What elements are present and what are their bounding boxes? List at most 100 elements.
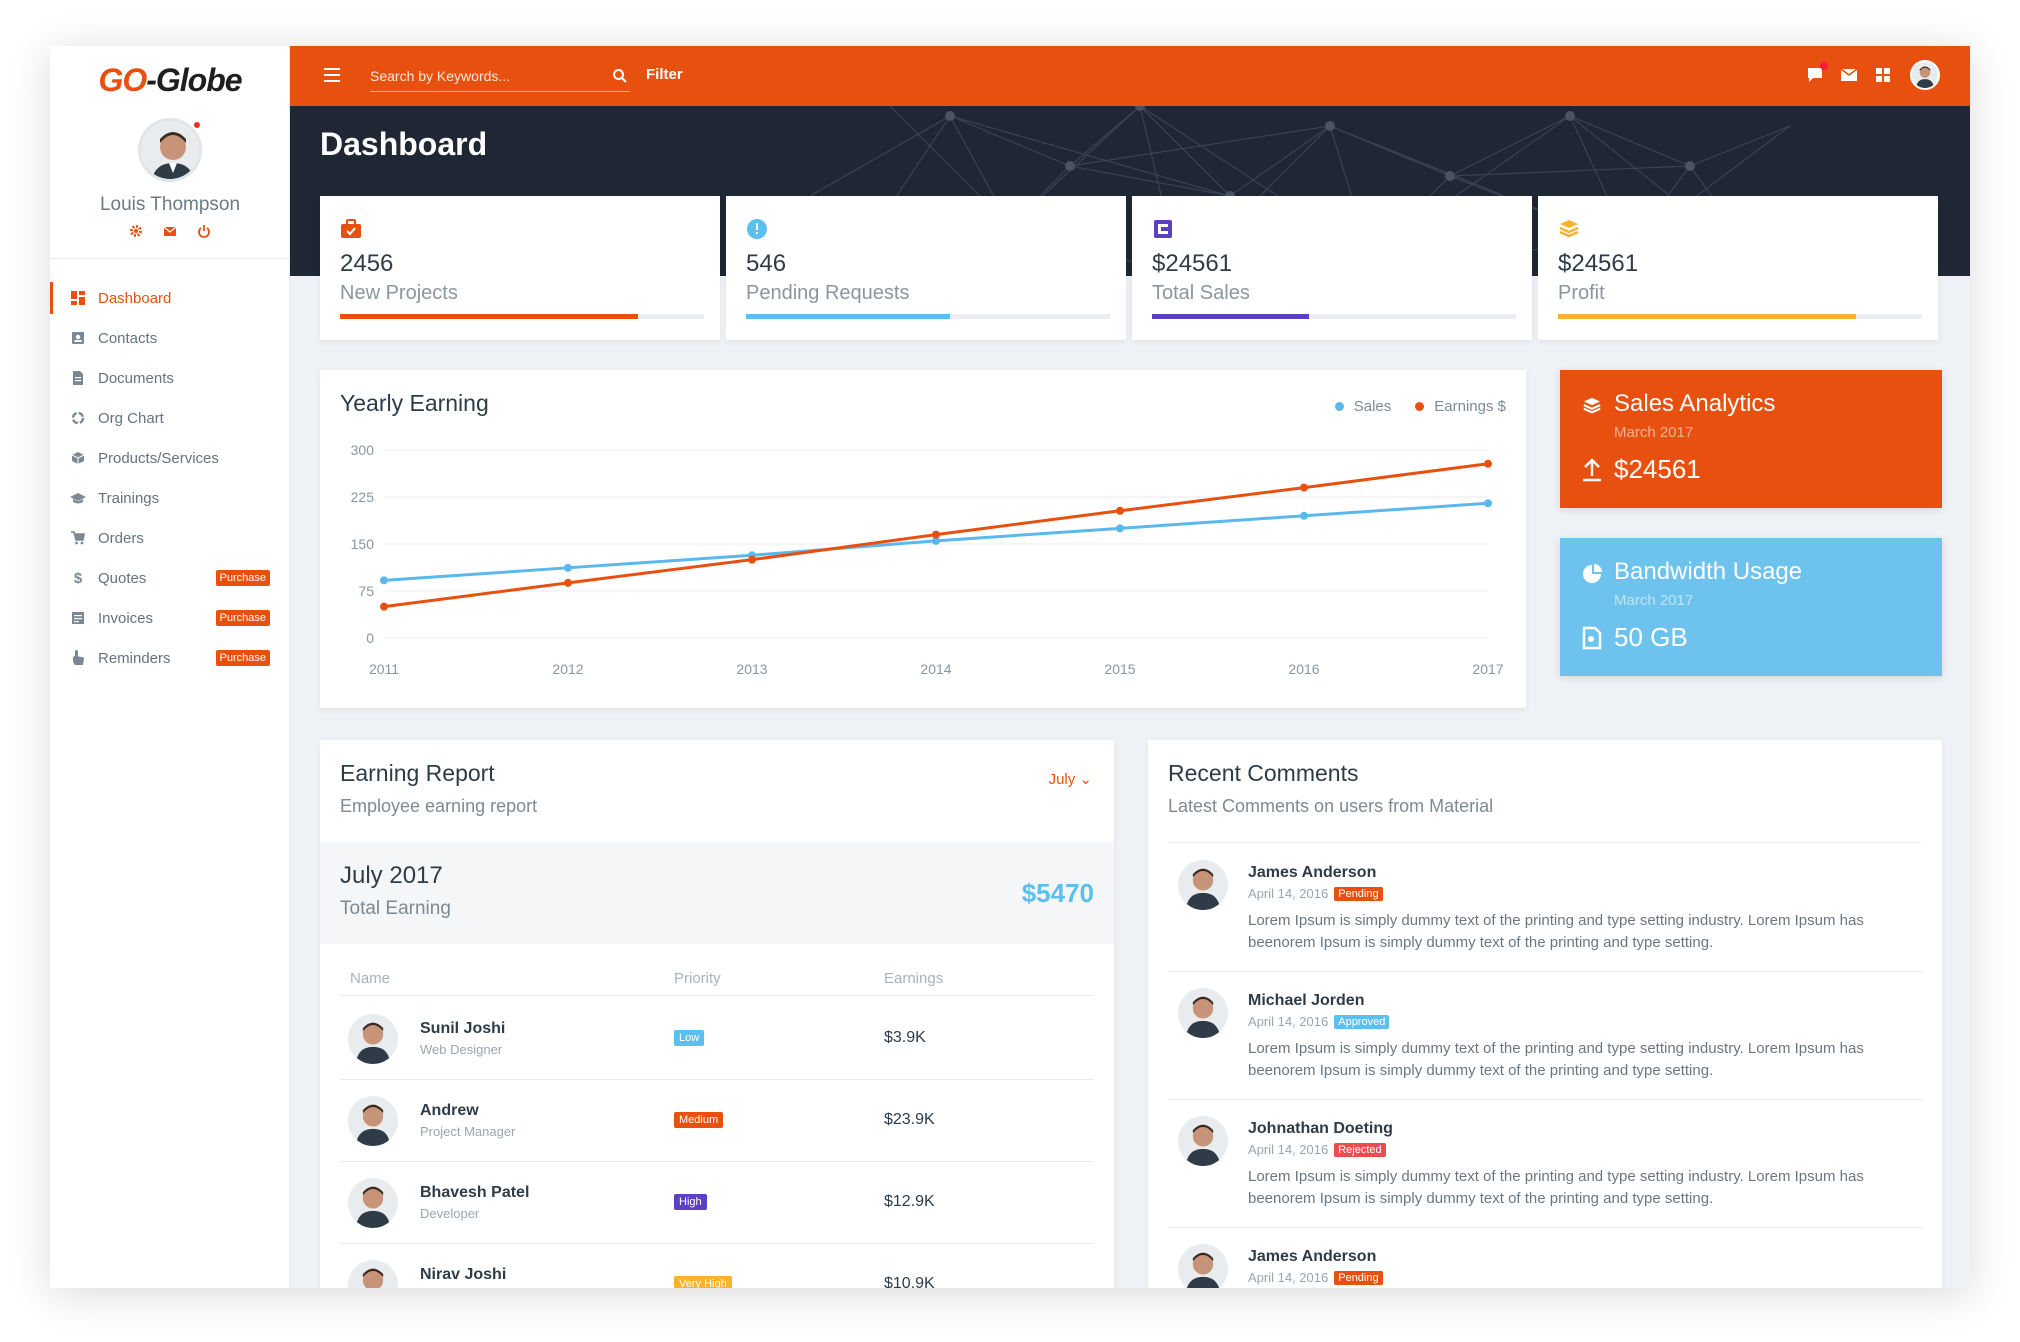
legend-swatch <box>1415 402 1425 411</box>
filter-button[interactable]: Filter <box>646 66 683 83</box>
graduation-cap-icon <box>70 490 86 506</box>
comment-meta: April 14, 2016 Rejected <box>1248 1142 1386 1157</box>
status-badge: Pending <box>1334 886 1383 901</box>
card-title: Recent Comments <box>1168 760 1359 786</box>
data-point <box>1300 483 1308 492</box>
y-tick-label: 150 <box>351 536 375 552</box>
sales-analytics-widget[interactable]: Sales Analytics March 2017 $24561 <box>1560 370 1942 508</box>
hamburger-menu-icon[interactable] <box>324 68 340 82</box>
sidebar-item-quotes[interactable]: $ Quotes Purchase <box>50 558 290 598</box>
legend-item-sales[interactable]: Sales <box>1334 398 1392 415</box>
month-select[interactable]: July ⌄ <box>1049 770 1092 788</box>
sidebar-item-label: Trainings <box>98 489 160 507</box>
yearly-earning-card: Yearly Earning Sales Earnings $ 0 75 150 22… <box>320 370 1526 708</box>
employee-name: Andrew <box>420 1102 479 1119</box>
sidebar-item-dashboard[interactable]: Dashboard <box>50 278 290 318</box>
sidebar-item-label: Dashboard <box>98 289 172 307</box>
stat-card-total-sales[interactable]: $24561 Total Sales <box>1132 196 1532 340</box>
comment-item[interactable]: Johnathan Doeting April 14, 2016 Rejected… <box>1168 1100 1922 1228</box>
legend-swatch <box>1334 402 1344 411</box>
comment-meta: April 14, 2016 Approved <box>1248 1014 1390 1029</box>
sidebar-item-label: Quotes <box>98 569 147 587</box>
stat-progress-fill <box>1558 314 1857 319</box>
document-icon <box>70 370 86 386</box>
employee-role: Project Manager <box>420 1124 516 1139</box>
employee-role: Developer <box>420 1206 480 1221</box>
power-icon[interactable] <box>197 224 211 238</box>
sidebar-item-org-chart[interactable]: Org Chart <box>50 398 290 438</box>
widget-value: 50 GB <box>1614 622 1688 652</box>
table-row[interactable]: Sunil Joshi Web Designer Low $3.9K <box>340 998 1094 1080</box>
sidebar-item-label: Reminders <box>98 649 171 667</box>
column-header-priority[interactable]: Priority <box>674 970 721 987</box>
avatar <box>348 1096 398 1146</box>
priority-badge: Very High <box>674 1276 732 1288</box>
comment-item[interactable]: Michael Jorden April 14, 2016 Approved Lo… <box>1168 972 1922 1100</box>
stat-card-profit[interactable]: $24561 Profit <box>1538 196 1938 340</box>
sidebar-item-reminders[interactable]: Reminders Purchase <box>50 638 290 678</box>
comment-text: Lorem Ipsum is simply dummy text of the … <box>1248 912 1864 951</box>
search-input[interactable] <box>370 62 600 90</box>
sidebar-nav: Dashboard Contacts Documents Org Chart P… <box>50 278 290 678</box>
sidebar-item-documents[interactable]: Documents <box>50 358 290 398</box>
stat-card-new-projects[interactable]: 2456 New Projects <box>320 196 720 340</box>
sidebar-item-trainings[interactable]: Trainings <box>50 478 290 518</box>
dashboard-icon <box>70 290 86 306</box>
user-avatar[interactable] <box>138 118 202 182</box>
purchase-badge[interactable]: Purchase <box>215 570 270 586</box>
bandwidth-usage-widget[interactable]: Bandwidth Usage March 2017 50 GB <box>1560 538 1942 676</box>
status-badge: Rejected <box>1334 1142 1386 1157</box>
data-point <box>1116 506 1124 515</box>
mail-icon[interactable] <box>1840 66 1858 84</box>
settings-gear-icon[interactable] <box>129 224 143 238</box>
comment-item[interactable]: James Anderson April 14, 2016 Pending <box>1168 1228 1922 1288</box>
invoice-icon <box>70 610 86 626</box>
comment-date: April 14, 2016 <box>1248 1014 1329 1029</box>
search-icon[interactable] <box>612 68 628 84</box>
comment-author: James Anderson <box>1248 1248 1377 1265</box>
pie-chart-icon <box>1582 564 1602 584</box>
mail-icon[interactable] <box>163 224 177 238</box>
x-tick-label: 2013 <box>736 661 767 677</box>
app-window: GO-Globe Louis Thompson Dashboard Contac… <box>50 46 1970 1288</box>
sidebar-item-products-services[interactable]: Products/Services <box>50 438 290 478</box>
sidebar-item-orders[interactable]: Orders <box>50 518 290 558</box>
legend-label: Sales <box>1353 398 1392 415</box>
comment-meta: April 14, 2016 Pending <box>1248 886 1383 901</box>
data-point <box>380 602 388 611</box>
user-name: Louis Thompson <box>99 194 241 215</box>
comment-author: James Anderson <box>1248 864 1377 881</box>
stat-value: $24561 <box>1152 250 1233 277</box>
column-header-earnings[interactable]: Earnings <box>884 970 944 987</box>
flag-icon[interactable] <box>1806 62 1828 84</box>
topbar-avatar[interactable] <box>1910 60 1940 90</box>
sidebar-item-invoices[interactable]: Invoices Purchase <box>50 598 290 638</box>
purchase-badge[interactable]: Purchase <box>215 610 270 626</box>
sidebar-item-contacts[interactable]: Contacts <box>50 318 290 358</box>
sidebar: GO-Globe Louis Thompson Dashboard Contac… <box>50 46 290 1288</box>
table-row[interactable]: Andrew Project Manager Medium $23.9K <box>340 1080 1094 1162</box>
purchase-badge[interactable]: Purchase <box>215 650 270 666</box>
data-point <box>564 578 572 587</box>
apps-grid-icon[interactable] <box>1874 66 1892 84</box>
y-tick-label: 225 <box>351 489 375 505</box>
x-tick-label: 2011 <box>369 661 399 677</box>
brand-logo[interactable]: GO-Globe <box>98 62 242 98</box>
chart-legend: Sales Earnings $ <box>1311 398 1506 415</box>
sidebar-item-label: Contacts <box>98 329 158 347</box>
stat-card-pending-requests[interactable]: 546 Pending Requests <box>726 196 1126 340</box>
comment-item[interactable]: James Anderson April 14, 2016 Pending Lor… <box>1168 844 1922 972</box>
table-row[interactable]: Nirav Joshi Web Designer Very High $10.9… <box>340 1244 1094 1288</box>
avatar <box>1178 988 1228 1038</box>
table-row[interactable]: Bhavesh Patel Developer High $12.9K <box>340 1162 1094 1244</box>
alert-circle-icon <box>746 218 768 240</box>
column-header-name[interactable]: Name <box>350 970 391 987</box>
legend-item-earnings[interactable]: Earnings $ <box>1415 398 1506 415</box>
avatar <box>1178 1116 1228 1166</box>
summary-period: July 2017 <box>340 862 443 889</box>
employee-earnings: $3.9K <box>884 1029 926 1046</box>
data-point <box>1484 499 1492 508</box>
comment-text: Lorem Ipsum is simply dummy text of the … <box>1248 1168 1864 1207</box>
cart-icon <box>70 530 86 546</box>
topbar-actions <box>1790 60 1940 90</box>
